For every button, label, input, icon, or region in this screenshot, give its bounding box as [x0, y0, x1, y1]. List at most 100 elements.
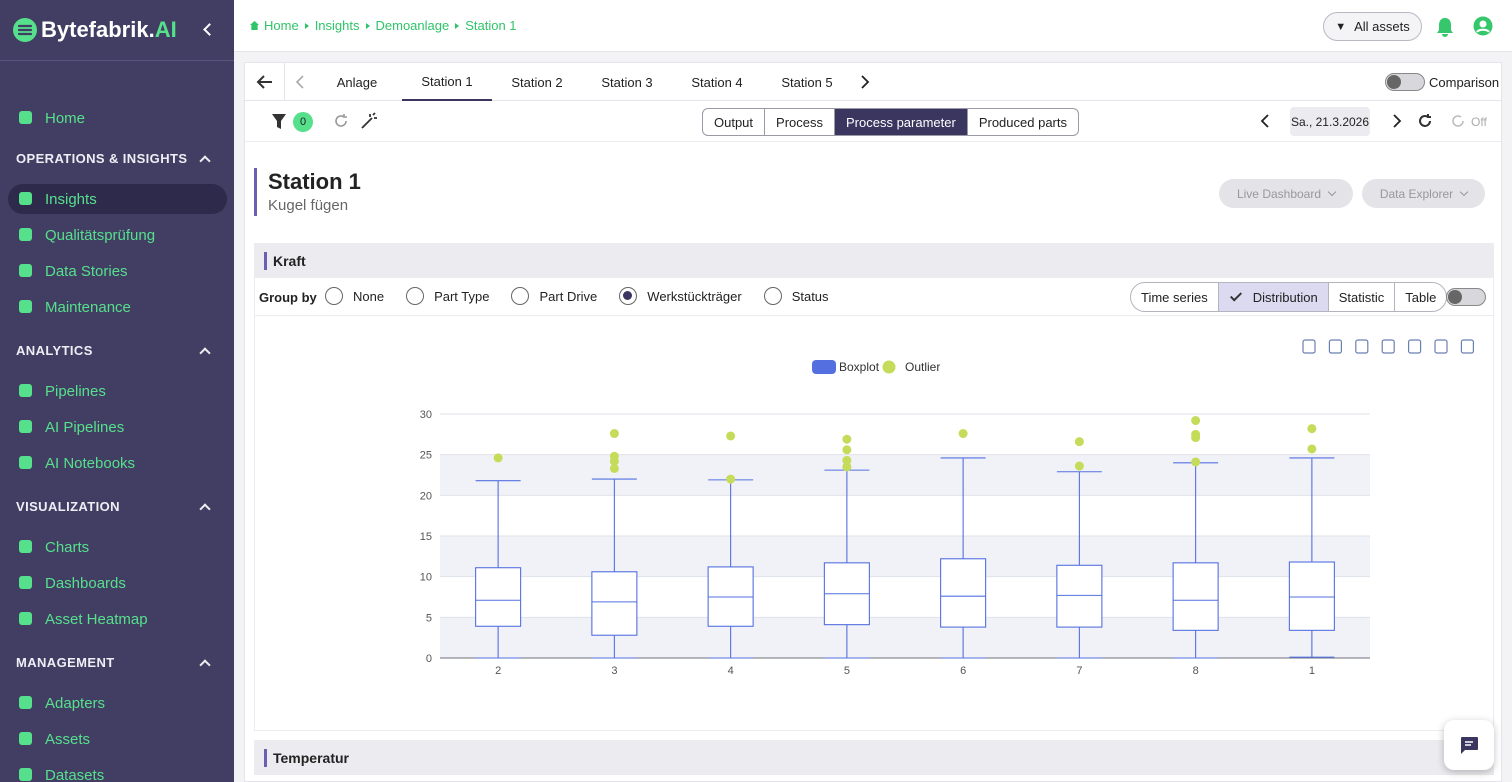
- outlier[interactable]: [1307, 424, 1317, 434]
- outlier[interactable]: [1191, 433, 1201, 443]
- chart-view-option[interactable]: Distribution: [1217, 283, 1328, 311]
- nav-item[interactable]: AI Pipelines: [8, 412, 227, 442]
- section-toggle[interactable]: [199, 659, 211, 671]
- box[interactable]: [940, 558, 987, 628]
- divider: [0, 60, 234, 61]
- box[interactable]: [1172, 562, 1219, 631]
- nav-item[interactable]: Data Stories: [8, 256, 227, 286]
- nav-item[interactable]: Asset Heatmap: [8, 604, 227, 634]
- outlier[interactable]: [958, 429, 968, 439]
- date-picker[interactable]: Sa., 21.3.2026: [1290, 107, 1370, 136]
- toolbox-icon[interactable]: [1407, 339, 1422, 354]
- tab[interactable]: Anlage: [336, 74, 378, 90]
- comparison-toggle[interactable]: [1385, 73, 1425, 91]
- tabs-next[interactable]: [860, 75, 870, 89]
- radio-option[interactable]: Part Drive: [511, 287, 597, 305]
- filter-button[interactable]: [272, 114, 286, 130]
- radio-option[interactable]: Part Type: [406, 287, 489, 305]
- toolbox-icon[interactable]: [1328, 339, 1343, 354]
- box[interactable]: [591, 571, 638, 636]
- date-next[interactable]: [1392, 114, 1402, 128]
- nav-item[interactable]: AI Notebooks: [8, 448, 227, 478]
- all-assets-button[interactable]: ▼ All assets: [1323, 12, 1422, 41]
- view-option[interactable]: Process parameter: [834, 109, 967, 135]
- nav-item[interactable]: Datasets: [8, 760, 227, 782]
- radio-option[interactable]: Status: [763, 287, 829, 305]
- tab[interactable]: Station 1: [402, 63, 492, 101]
- outlier[interactable]: [1191, 416, 1201, 426]
- toolbox-icon[interactable]: [1434, 339, 1448, 354]
- toolbox-icon[interactable]: [1460, 339, 1475, 354]
- toolbox-icon[interactable]: [1381, 339, 1395, 354]
- panel-body: Group by None Part Type Part Drive Werkstüc…: [254, 278, 1494, 731]
- refresh-button[interactable]: [1417, 113, 1433, 129]
- nav-item[interactable]: Dashboards: [8, 568, 227, 598]
- nav-item[interactable]: Assets: [8, 724, 227, 754]
- outlier[interactable]: [1074, 461, 1084, 471]
- nav-item[interactable]: Adapters: [8, 688, 227, 718]
- section-toggle[interactable]: [199, 155, 211, 167]
- notifications-button[interactable]: [1436, 17, 1454, 37]
- section-toggle[interactable]: [199, 503, 211, 515]
- tab[interactable]: Station 5: [781, 74, 833, 90]
- tab[interactable]: Station 4: [691, 74, 743, 90]
- panel-toggle[interactable]: [1446, 288, 1486, 306]
- collapse-button[interactable]: [203, 23, 216, 36]
- crumb[interactable]: Home: [264, 18, 299, 33]
- dropdown-button[interactable]: Data Explorer: [1362, 179, 1485, 208]
- section-toggle[interactable]: [199, 347, 211, 359]
- nav-item[interactable]: Maintenance: [8, 292, 227, 322]
- chart-view-option[interactable]: Table: [1394, 283, 1446, 311]
- dropdown-button[interactable]: Live Dashboard: [1219, 179, 1353, 208]
- divider: [284, 63, 285, 101]
- outlier[interactable]: [609, 429, 619, 439]
- nav-item[interactable]: Qualitätsprüfung: [8, 220, 227, 250]
- back-button[interactable]: [255, 74, 273, 90]
- profile-button[interactable]: [1473, 16, 1493, 36]
- tabs-prev[interactable]: [295, 75, 305, 89]
- nav-home[interactable]: Home: [8, 103, 227, 133]
- outlier[interactable]: [1191, 457, 1201, 467]
- outlier[interactable]: [609, 463, 619, 473]
- reset-button[interactable]: [333, 113, 349, 129]
- outlier[interactable]: [493, 453, 503, 463]
- chart-view-option[interactable]: Statistic: [1327, 283, 1395, 311]
- outlier[interactable]: [842, 462, 852, 472]
- nav-label: Home: [45, 109, 86, 127]
- outlier[interactable]: [726, 431, 736, 441]
- date-prev[interactable]: [1260, 114, 1270, 128]
- y-tick-label: 20: [420, 490, 432, 502]
- crumb[interactable]: Demoanlage: [375, 18, 450, 33]
- outlier[interactable]: [609, 456, 619, 466]
- tab[interactable]: Station 3: [601, 74, 653, 90]
- radio-option[interactable]: None: [325, 287, 384, 305]
- live-status[interactable]: Off: [1471, 115, 1487, 129]
- view-option[interactable]: Produced parts: [966, 109, 1078, 135]
- crumb[interactable]: Station 1: [465, 18, 517, 33]
- box[interactable]: [475, 567, 522, 627]
- box[interactable]: [1288, 561, 1335, 631]
- outlier[interactable]: [842, 445, 852, 455]
- view-option[interactable]: Process: [764, 109, 834, 135]
- crumb[interactable]: Insights: [314, 18, 360, 33]
- label: Time series: [1141, 289, 1208, 305]
- toolbox-icon[interactable]: [1302, 339, 1316, 354]
- outlier[interactable]: [726, 474, 736, 484]
- box[interactable]: [1056, 564, 1103, 628]
- nav-item[interactable]: Charts: [8, 532, 227, 562]
- radio-option[interactable]: Werkstückträger: [619, 287, 742, 305]
- chat-button[interactable]: [1444, 720, 1494, 770]
- chart-view-option[interactable]: Time series: [1131, 283, 1218, 311]
- outlier[interactable]: [842, 455, 852, 465]
- outlier[interactable]: [1074, 437, 1084, 447]
- nav-item[interactable]: Pipelines: [8, 376, 227, 406]
- toolbox-icon[interactable]: [1355, 339, 1369, 354]
- tab[interactable]: Station 2: [511, 74, 563, 90]
- outlier[interactable]: [842, 434, 852, 444]
- nav-item[interactable]: Insights: [8, 184, 227, 214]
- view-option[interactable]: Output: [714, 114, 754, 130]
- auto-button[interactable]: [360, 112, 378, 130]
- outlier[interactable]: [1307, 444, 1317, 454]
- logo-icon: [13, 18, 37, 42]
- button-label: Live Dashboard: [1236, 186, 1322, 201]
